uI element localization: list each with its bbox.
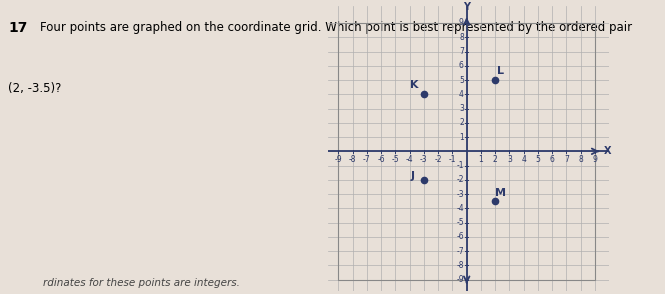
Text: M: M <box>495 188 507 198</box>
Text: -9: -9 <box>334 155 342 164</box>
Text: -6: -6 <box>377 155 385 164</box>
Text: 7: 7 <box>459 47 464 56</box>
Text: -2: -2 <box>456 175 464 184</box>
Text: K: K <box>410 80 418 90</box>
Text: 3: 3 <box>459 104 464 113</box>
Text: 7: 7 <box>564 155 569 164</box>
Text: rdinates for these points are integers.: rdinates for these points are integers. <box>43 278 240 288</box>
Text: 9: 9 <box>593 155 597 164</box>
Text: 1: 1 <box>479 155 483 164</box>
Text: -3: -3 <box>456 190 464 199</box>
Text: 8: 8 <box>579 155 583 164</box>
Text: Y: Y <box>464 2 470 12</box>
Text: (2, -3.5)?: (2, -3.5)? <box>9 82 62 95</box>
Text: L: L <box>497 66 505 76</box>
Text: -9: -9 <box>456 275 464 284</box>
Text: -5: -5 <box>392 155 399 164</box>
Text: 4: 4 <box>521 155 526 164</box>
Text: -7: -7 <box>363 155 370 164</box>
Text: 2: 2 <box>493 155 497 164</box>
Text: J: J <box>410 171 414 181</box>
Text: -3: -3 <box>420 155 428 164</box>
Text: 5: 5 <box>459 76 464 85</box>
Text: Four points are graphed on the coordinate grid. Which point is best represented : Four points are graphed on the coordinat… <box>40 21 632 34</box>
Text: 2: 2 <box>459 118 464 127</box>
Text: -1: -1 <box>449 155 456 164</box>
Text: 6: 6 <box>459 61 464 70</box>
Text: 8: 8 <box>459 33 464 42</box>
Text: -8: -8 <box>349 155 356 164</box>
Text: -6: -6 <box>456 232 464 241</box>
Text: -1: -1 <box>456 161 464 170</box>
Text: -7: -7 <box>456 247 464 256</box>
Text: 3: 3 <box>507 155 512 164</box>
Text: -4: -4 <box>456 204 464 213</box>
Text: 6: 6 <box>550 155 555 164</box>
Text: 1: 1 <box>459 133 464 142</box>
Text: -2: -2 <box>434 155 442 164</box>
Text: 4: 4 <box>459 90 464 99</box>
Text: X: X <box>604 146 612 156</box>
Text: 17: 17 <box>9 21 28 35</box>
Text: -4: -4 <box>406 155 414 164</box>
Text: -8: -8 <box>456 261 464 270</box>
Text: 5: 5 <box>535 155 541 164</box>
Text: 9: 9 <box>459 19 464 28</box>
Text: -5: -5 <box>456 218 464 227</box>
